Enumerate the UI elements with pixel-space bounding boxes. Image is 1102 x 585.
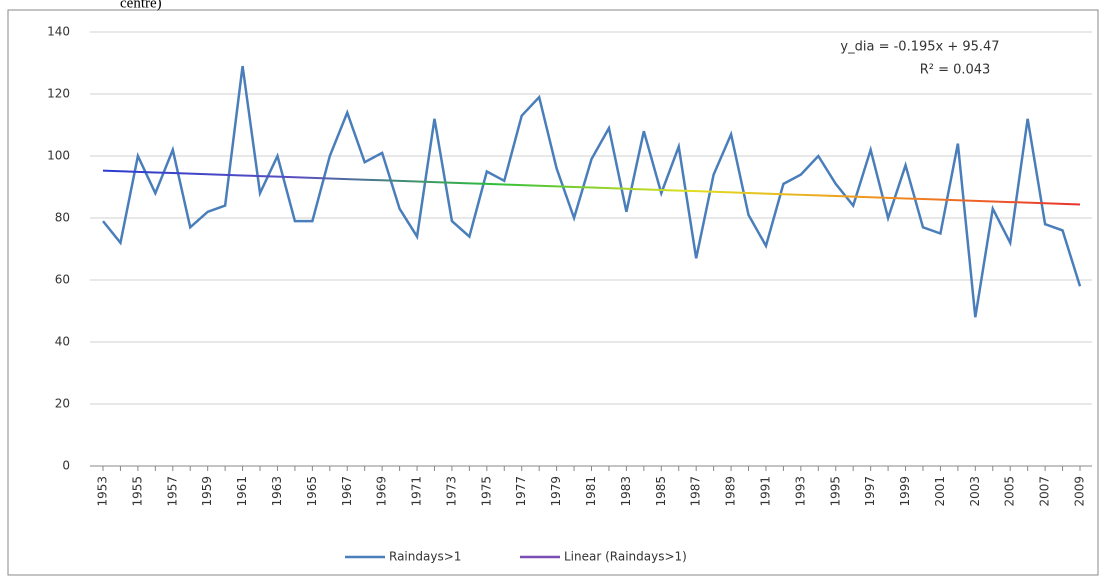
x-tick-label: 1969: [375, 476, 389, 507]
x-tick-label: 1975: [479, 476, 493, 507]
x-tick-label: 2003: [968, 476, 982, 507]
y-tick-label: 100: [47, 149, 70, 163]
chart-frame: [7, 9, 1099, 576]
annotation: R² = 0.043: [920, 63, 991, 78]
caption: centre): [120, 0, 162, 11]
x-tick-label: 1979: [549, 476, 563, 507]
x-tick-label: 1955: [130, 476, 144, 507]
x-tick-label: 1977: [514, 476, 528, 507]
x-tick-label: 1985: [654, 476, 668, 507]
series-line: [102, 65, 1082, 318]
x-tick-label: 1995: [828, 476, 842, 507]
x-tick-label: 2005: [1003, 476, 1017, 507]
y-tick-label: 20: [55, 397, 70, 411]
x-tick-label: 2001: [933, 476, 947, 507]
x-tick-label: 1965: [305, 476, 319, 507]
x-tick-label: 1961: [235, 476, 249, 507]
x-tick-label: 1997: [863, 476, 877, 507]
x-tick-label: 1993: [793, 476, 807, 507]
x-tick-label: 1991: [758, 476, 772, 507]
x-tick-label: 1957: [165, 476, 179, 507]
x-tick-label: 1983: [619, 476, 633, 507]
x-tick-label: 1989: [724, 476, 738, 507]
x-tick-label: 1987: [689, 476, 703, 507]
x-tick-label: 1963: [270, 476, 284, 507]
y-tick-label: 60: [55, 273, 70, 287]
y-tick-label: 80: [55, 211, 70, 225]
y-tick-label: 140: [47, 25, 70, 39]
x-tick-label: 1973: [444, 476, 458, 507]
x-tick-label: 1953: [96, 476, 110, 507]
y-tick-label: 40: [55, 335, 70, 349]
x-tick-label: 2009: [1073, 476, 1087, 507]
y-tick-label: 0: [62, 459, 70, 473]
x-tick-label: 1981: [584, 476, 598, 507]
y-tick-label: 120: [47, 87, 70, 101]
legend-label: Linear (Raindays>1): [564, 550, 687, 564]
x-tick-label: 2007: [1038, 476, 1052, 507]
legend-label: Raindays>1: [389, 550, 461, 564]
x-tick-label: 1959: [200, 476, 214, 507]
annotation: y_dia = -0.195x + 95.47: [840, 40, 999, 55]
x-tick-label: 1967: [340, 476, 354, 507]
x-tick-label: 1999: [898, 476, 912, 507]
x-tick-label: 1971: [410, 476, 424, 507]
series-line: [102, 169, 1081, 206]
